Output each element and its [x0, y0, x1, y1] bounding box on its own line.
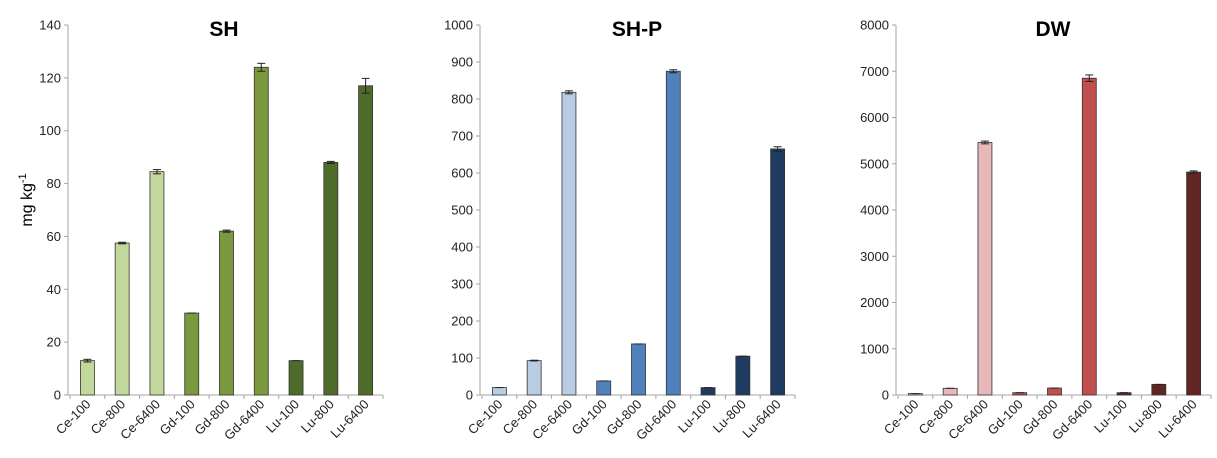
- y-tick-label: 200: [451, 314, 473, 329]
- chart-panel-3: DW 0 1000 2000 3000 4000 5000 6000 7000 8000 Ce-10…: [860, 18, 1212, 443]
- y-tick-label: 1000: [860, 341, 889, 356]
- bar-ce-800: [942, 387, 958, 396]
- y-tick-label: 900: [451, 55, 473, 70]
- bar-ce-100: [491, 387, 507, 396]
- bar-ce-6400: [561, 91, 577, 396]
- bar-gd-100: [184, 312, 200, 396]
- y-tick-label: 4000: [860, 203, 889, 218]
- y-tick-label: 60: [47, 229, 61, 244]
- x-tick-label: Lu-100: [1091, 397, 1130, 436]
- y-tick-label: 3000: [860, 249, 889, 264]
- chart-panel-2: SH-P 0 100 200 300 400 500 600 700 800 900 1000 Ce-1…: [444, 18, 796, 443]
- bar-lu-800: [323, 162, 339, 396]
- x-tick-label: Lu-6400: [327, 397, 371, 441]
- bar-gd-800: [219, 230, 234, 396]
- y-tick-label: 500: [451, 203, 473, 218]
- y-tick-label: 120: [39, 70, 61, 85]
- x-tick-label: Ce-100: [881, 397, 922, 438]
- bar-ce-100: [79, 360, 95, 396]
- bar-ce-800: [526, 360, 542, 396]
- x-tick-label: Lu-6400: [739, 397, 783, 441]
- chart-title: DW: [1036, 18, 1071, 41]
- bar-gd-800: [631, 343, 646, 396]
- bar-ce-800: [114, 242, 130, 396]
- x-tick-label: Gd-100: [569, 397, 610, 438]
- y-tick-label: 5000: [860, 156, 889, 171]
- y-tick-label: 20: [47, 335, 61, 350]
- y-tick-label: 2000: [860, 295, 889, 310]
- y-tick-label: 0: [54, 388, 61, 403]
- y-tick-label: 100: [39, 123, 61, 138]
- bar-lu-100: [700, 387, 716, 396]
- y-tick-label: 0: [882, 388, 889, 403]
- bar-lu-6400: [358, 85, 374, 396]
- bar-lu-800: [735, 355, 751, 396]
- x-tick-label: Ce-100: [465, 397, 506, 438]
- y-tick-label: 8000: [860, 18, 889, 33]
- x-tick-label: Gd-100: [157, 397, 198, 438]
- y-tick-label: 800: [451, 92, 473, 107]
- bar-gd-6400: [665, 70, 681, 396]
- y-tick-label: 300: [451, 277, 473, 292]
- bar-lu-100: [288, 360, 304, 396]
- y-axis-label: mg kg-1: [17, 173, 36, 226]
- x-tick-label: Lu-100: [675, 397, 714, 436]
- chart-title: SH: [209, 18, 238, 41]
- bar-lu-6400: [770, 148, 786, 396]
- y-tick-label: 7000: [860, 64, 889, 79]
- y-tick-label: 600: [451, 166, 473, 181]
- y-tick-label: 140: [39, 18, 61, 33]
- bar-ce-6400: [977, 142, 993, 396]
- y-tick-label: 700: [451, 129, 473, 144]
- y-tick-label: 400: [451, 240, 473, 255]
- y-tick-label: 40: [47, 282, 61, 297]
- y-tick-label: 80: [47, 176, 61, 191]
- bar-ce-6400: [149, 171, 165, 396]
- y-tick-label: 100: [451, 351, 473, 366]
- chart-title: SH-P: [612, 18, 662, 41]
- y-tick-label: 1000: [444, 18, 473, 33]
- bar-lu-800: [1151, 383, 1167, 396]
- x-tick-label: Ce-100: [53, 397, 94, 438]
- bar-gd-6400: [1081, 77, 1097, 396]
- bar-lu-6400: [1186, 171, 1202, 396]
- x-tick-label: Gd-100: [985, 397, 1026, 438]
- x-tick-label: Lu-100: [263, 397, 302, 436]
- bar-gd-800: [1047, 387, 1062, 396]
- bar-gd-100: [596, 380, 612, 396]
- y-tick-label: 0: [466, 388, 473, 403]
- chart-panel-1: SH020406080100120140Ce-100Ce-800Ce-6400G…: [17, 18, 384, 443]
- bar-gd-6400: [253, 66, 269, 396]
- x-tick-label: Lu-6400: [1155, 397, 1199, 441]
- y-tick-label: 6000: [860, 110, 889, 125]
